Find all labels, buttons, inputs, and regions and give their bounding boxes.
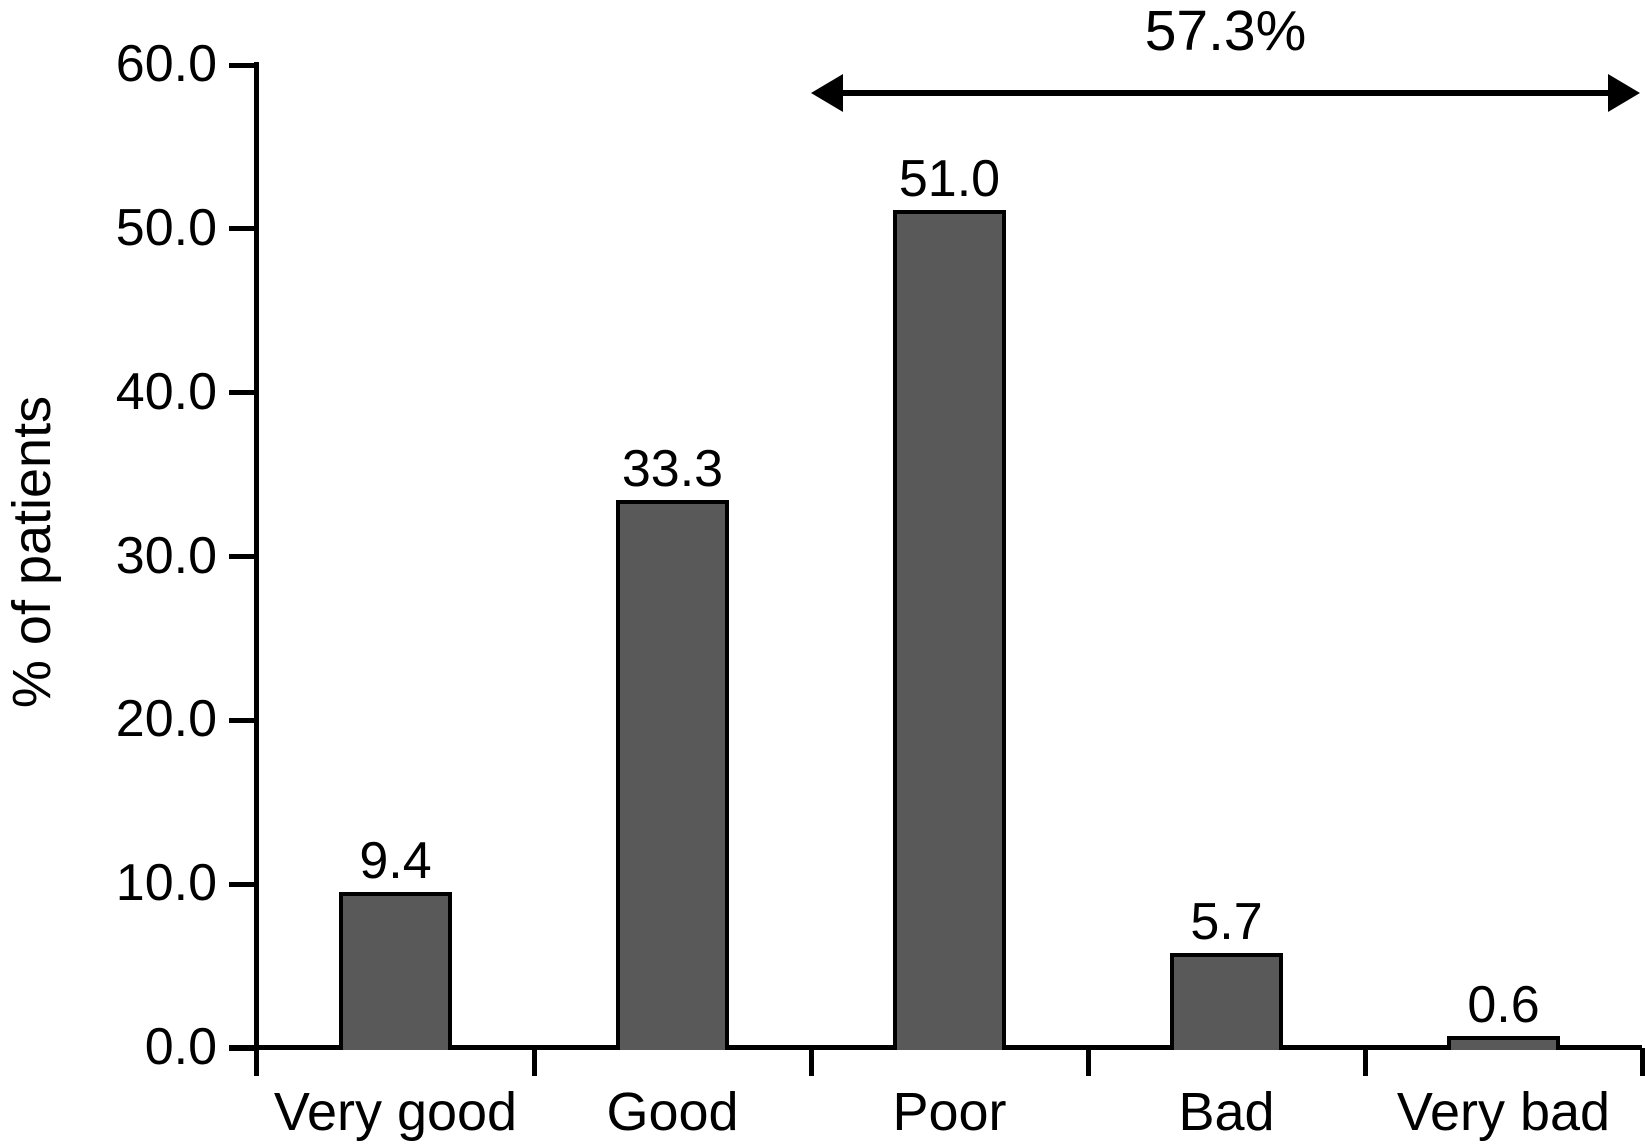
bar-bad (1170, 952, 1283, 1050)
bar-value-label: 0.6 (1467, 976, 1540, 1035)
bar-value-label: 33.3 (621, 440, 724, 499)
x-axis-tick (531, 1048, 537, 1076)
annotation-arrowhead-left-icon (811, 74, 843, 112)
y-axis-tick (229, 717, 257, 723)
y-axis-line (254, 62, 259, 1076)
y-tick-label: 30.0 (115, 526, 217, 585)
y-tick-label: 50.0 (115, 198, 217, 257)
y-axis-tick (229, 390, 257, 396)
y-axis-tick (229, 1045, 257, 1051)
bar-poor (893, 210, 1006, 1050)
bar-value-label: 9.4 (359, 831, 432, 890)
y-tick-label: 10.0 (115, 854, 217, 913)
annotation-arrowhead-right-icon (1608, 74, 1640, 112)
x-axis-tick (1362, 1048, 1368, 1076)
bar-value-label: 5.7 (1190, 892, 1263, 951)
bar-very-good (339, 891, 452, 1050)
x-axis-tick (808, 1048, 814, 1076)
x-tick-label: Good (606, 1082, 739, 1142)
bar-very-bad (1447, 1036, 1560, 1050)
y-tick-label: 0.0 (144, 1018, 217, 1076)
y-axis-tick (229, 554, 257, 559)
x-tick-label: Bad (1178, 1082, 1275, 1142)
y-tick-label: 60.0 (115, 35, 217, 93)
bar-good (616, 500, 729, 1050)
y-tick-label: 20.0 (115, 690, 217, 749)
annotation-arrow-line (837, 90, 1614, 96)
y-axis-tick (229, 226, 257, 232)
bar-value-label: 51.0 (898, 150, 1001, 209)
annotation-label: 57.3% (1144, 0, 1307, 63)
x-axis-tick (1639, 1048, 1645, 1076)
y-axis-tick (229, 881, 257, 887)
x-tick-label: Very good (273, 1082, 518, 1142)
y-axis-tick (229, 62, 257, 68)
x-tick-label: Poor (892, 1082, 1007, 1142)
y-tick-label: 40.0 (115, 362, 217, 421)
x-axis-tick (1085, 1048, 1091, 1076)
x-tick-label: Very bad (1396, 1082, 1611, 1142)
